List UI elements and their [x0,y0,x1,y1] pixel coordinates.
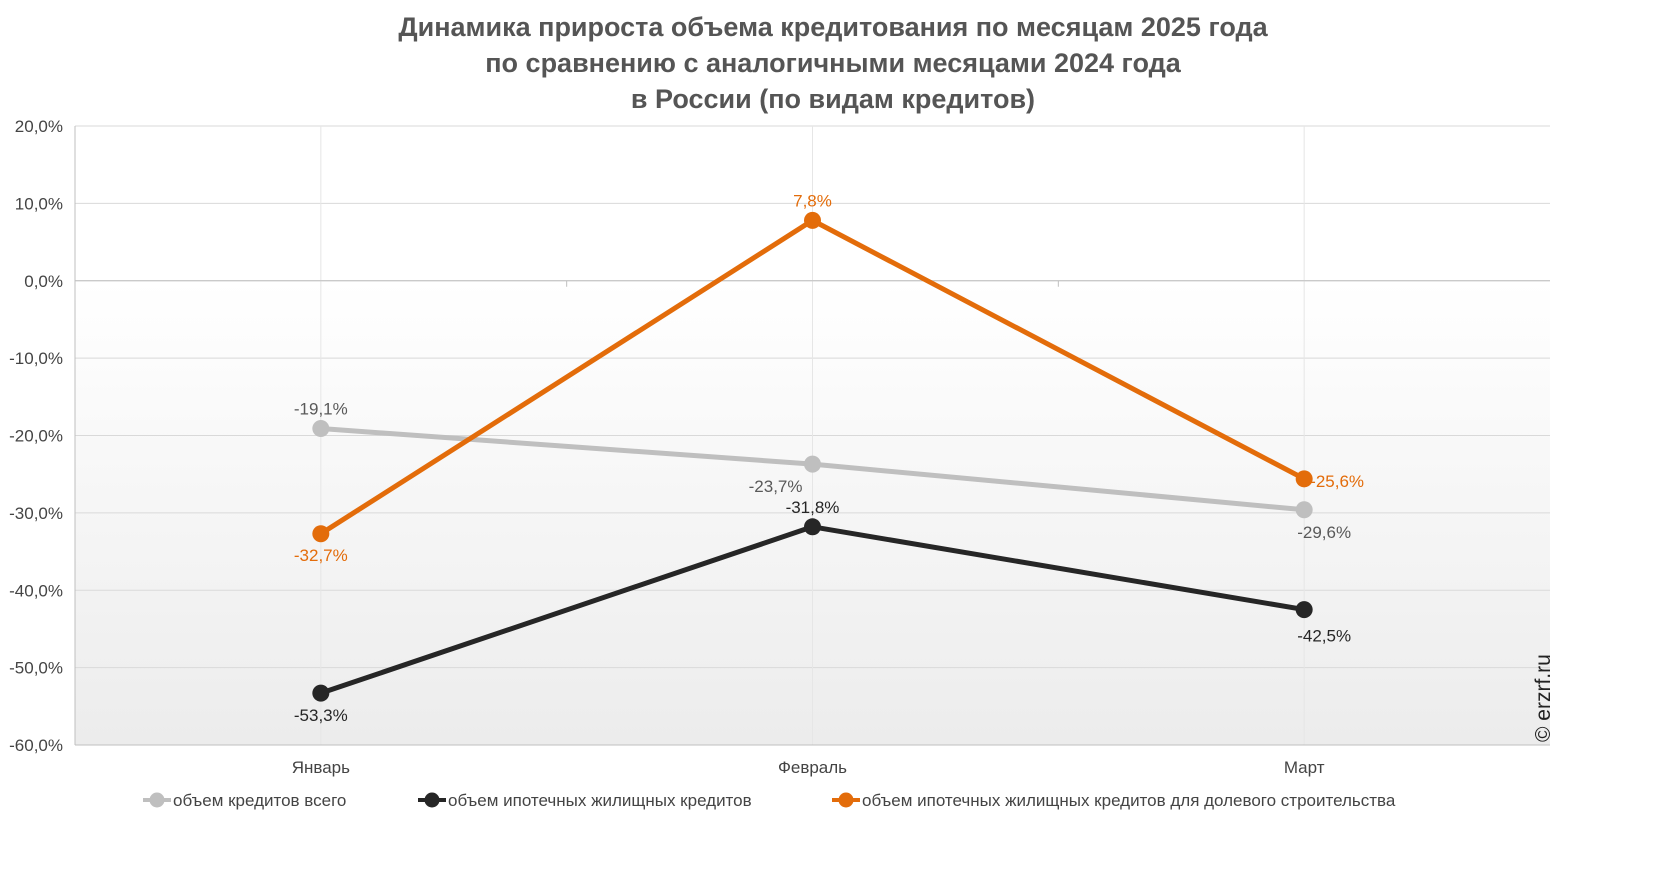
chart-title-line-3: в России (по видам кредитов) [631,84,1035,114]
y-tick-label: 0,0% [24,272,63,291]
data-point [1295,601,1313,619]
y-tick-label: -20,0% [9,427,63,446]
chart-title-line-2: по сравнению с аналогичными месяцами 202… [485,48,1181,78]
watermark: © erzrf.ru [1532,654,1555,742]
chart-title-line-1: Динамика прироста объема кредитования по… [398,12,1268,42]
legend-label: объем ипотечных жилищных кредитов [448,791,752,810]
y-tick-label: -40,0% [9,581,63,600]
data-point [312,684,330,702]
y-tick-label: 20,0% [15,117,63,136]
x-category-label: Март [1284,758,1325,777]
legend-label: объем ипотечных жилищных кредитов для до… [862,791,1396,810]
legend-marker [424,792,440,808]
data-point [804,455,821,473]
data-label: -23,7% [749,477,803,496]
data-label: -25,6% [1310,472,1364,491]
data-point [312,525,330,543]
legend: объем кредитов всего объем ипотечных жили… [143,791,1396,810]
data-label: -19,1% [294,400,348,419]
y-tick-label: -60,0% [9,736,63,755]
y-tick-label: -10,0% [9,349,63,368]
y-tick-label: -30,0% [9,504,63,523]
data-point [804,518,821,536]
x-category-label: Январь [292,758,350,777]
data-label: -32,7% [294,546,348,565]
data-point [804,211,821,229]
y-tick-label: -50,0% [9,659,63,678]
y-tick-label: 10,0% [15,194,63,213]
x-axis-category-labels: Январь Февраль Март [292,758,1325,777]
legend-item: объем ипотечных жилищных кредитов [418,791,752,810]
legend-label: объем кредитов всего [173,791,346,810]
data-labels: -19,1% -23,7% -29,6% -53,3% -31,8% -42,5% -32,… [294,191,1364,725]
legend-marker [149,792,165,808]
legend-item: объем кредитов всего [143,791,346,810]
legend-item: объем ипотечных жилищных кредитов для до… [832,791,1396,810]
data-label: -53,3% [294,706,348,725]
data-label: -31,8% [786,498,840,517]
data-point [1295,470,1313,488]
chart-title: Динамика прироста объема кредитования по… [398,12,1268,114]
series-lines [312,211,1313,702]
axes [74,126,1550,746]
x-category-label: Февраль [778,758,847,777]
data-label: -29,6% [1297,523,1351,542]
data-label: -42,5% [1297,627,1351,646]
y-axis-tick-labels: 20,0% 10,0% 0,0% -10,0% -20,0% -30,0% -40,0% -5… [9,117,63,755]
data-label: 7,8% [793,191,832,210]
legend-marker [838,792,854,808]
data-point [312,420,330,438]
data-point [1295,501,1313,519]
